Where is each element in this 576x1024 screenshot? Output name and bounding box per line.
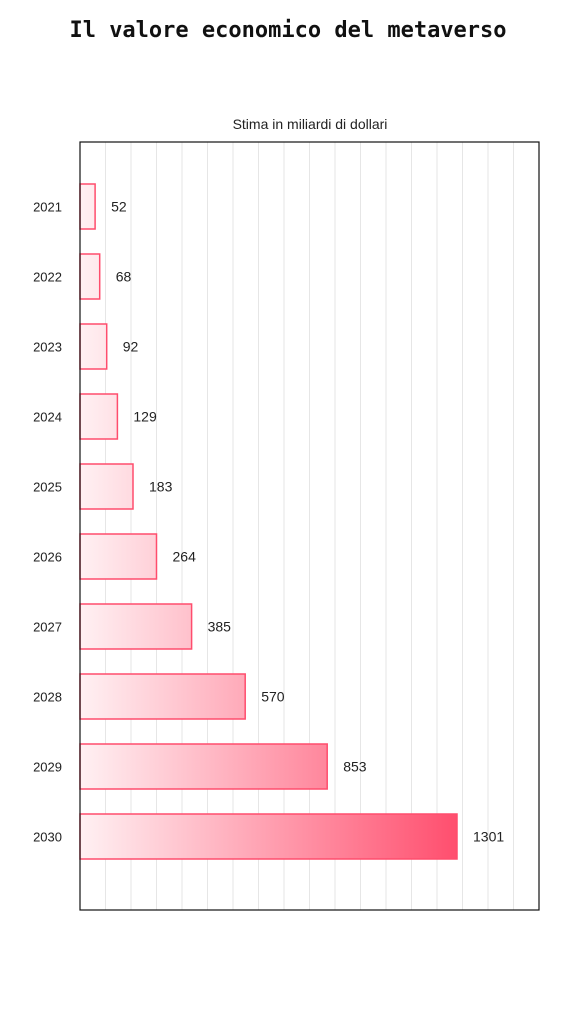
category-label-2021: 2021 [33, 200, 62, 215]
labels: 2021 52 2022 68 2023 92 2024 129 2025 183 2026 264 2… [33, 199, 504, 845]
bar-2024 [79, 393, 119, 440]
value-label-2026: 264 [173, 549, 197, 565]
value-label-2029: 853 [343, 759, 367, 775]
bar-2025 [79, 463, 134, 510]
category-label-2025: 2025 [33, 480, 62, 495]
bar-2022 [79, 253, 101, 300]
bar-2021 [79, 183, 96, 230]
grid-lines [105, 142, 514, 910]
category-label-2030: 2030 [33, 830, 62, 845]
category-label-2026: 2026 [33, 550, 62, 565]
category-label-2022: 2022 [33, 270, 62, 285]
bar-2023 [79, 323, 108, 370]
bar-2030 [79, 813, 458, 860]
value-label-2023: 92 [123, 339, 139, 355]
category-label-2029: 2029 [33, 760, 62, 775]
category-label-2028: 2028 [33, 690, 62, 705]
value-label-2022: 68 [116, 269, 132, 285]
value-label-2021: 52 [111, 199, 127, 215]
chart-title: Il valore economico del metaverso [69, 18, 507, 43]
bar-2028 [79, 673, 246, 720]
category-label-2023: 2023 [33, 340, 62, 355]
bars [79, 183, 458, 860]
plot-frame [79, 141, 540, 911]
value-label-2030: 1301 [473, 829, 504, 845]
bar-2026 [79, 533, 158, 580]
value-label-2028: 570 [261, 689, 285, 705]
value-label-2025: 183 [149, 479, 173, 495]
chart-subtitle: Stima in miliardi di dollari [232, 116, 388, 132]
bar-2027 [79, 603, 193, 650]
value-label-2027: 385 [208, 619, 232, 635]
bar-2029 [79, 743, 328, 790]
category-label-2027: 2027 [33, 620, 62, 635]
value-label-2024: 129 [133, 409, 157, 425]
category-label-2024: 2024 [33, 410, 62, 425]
